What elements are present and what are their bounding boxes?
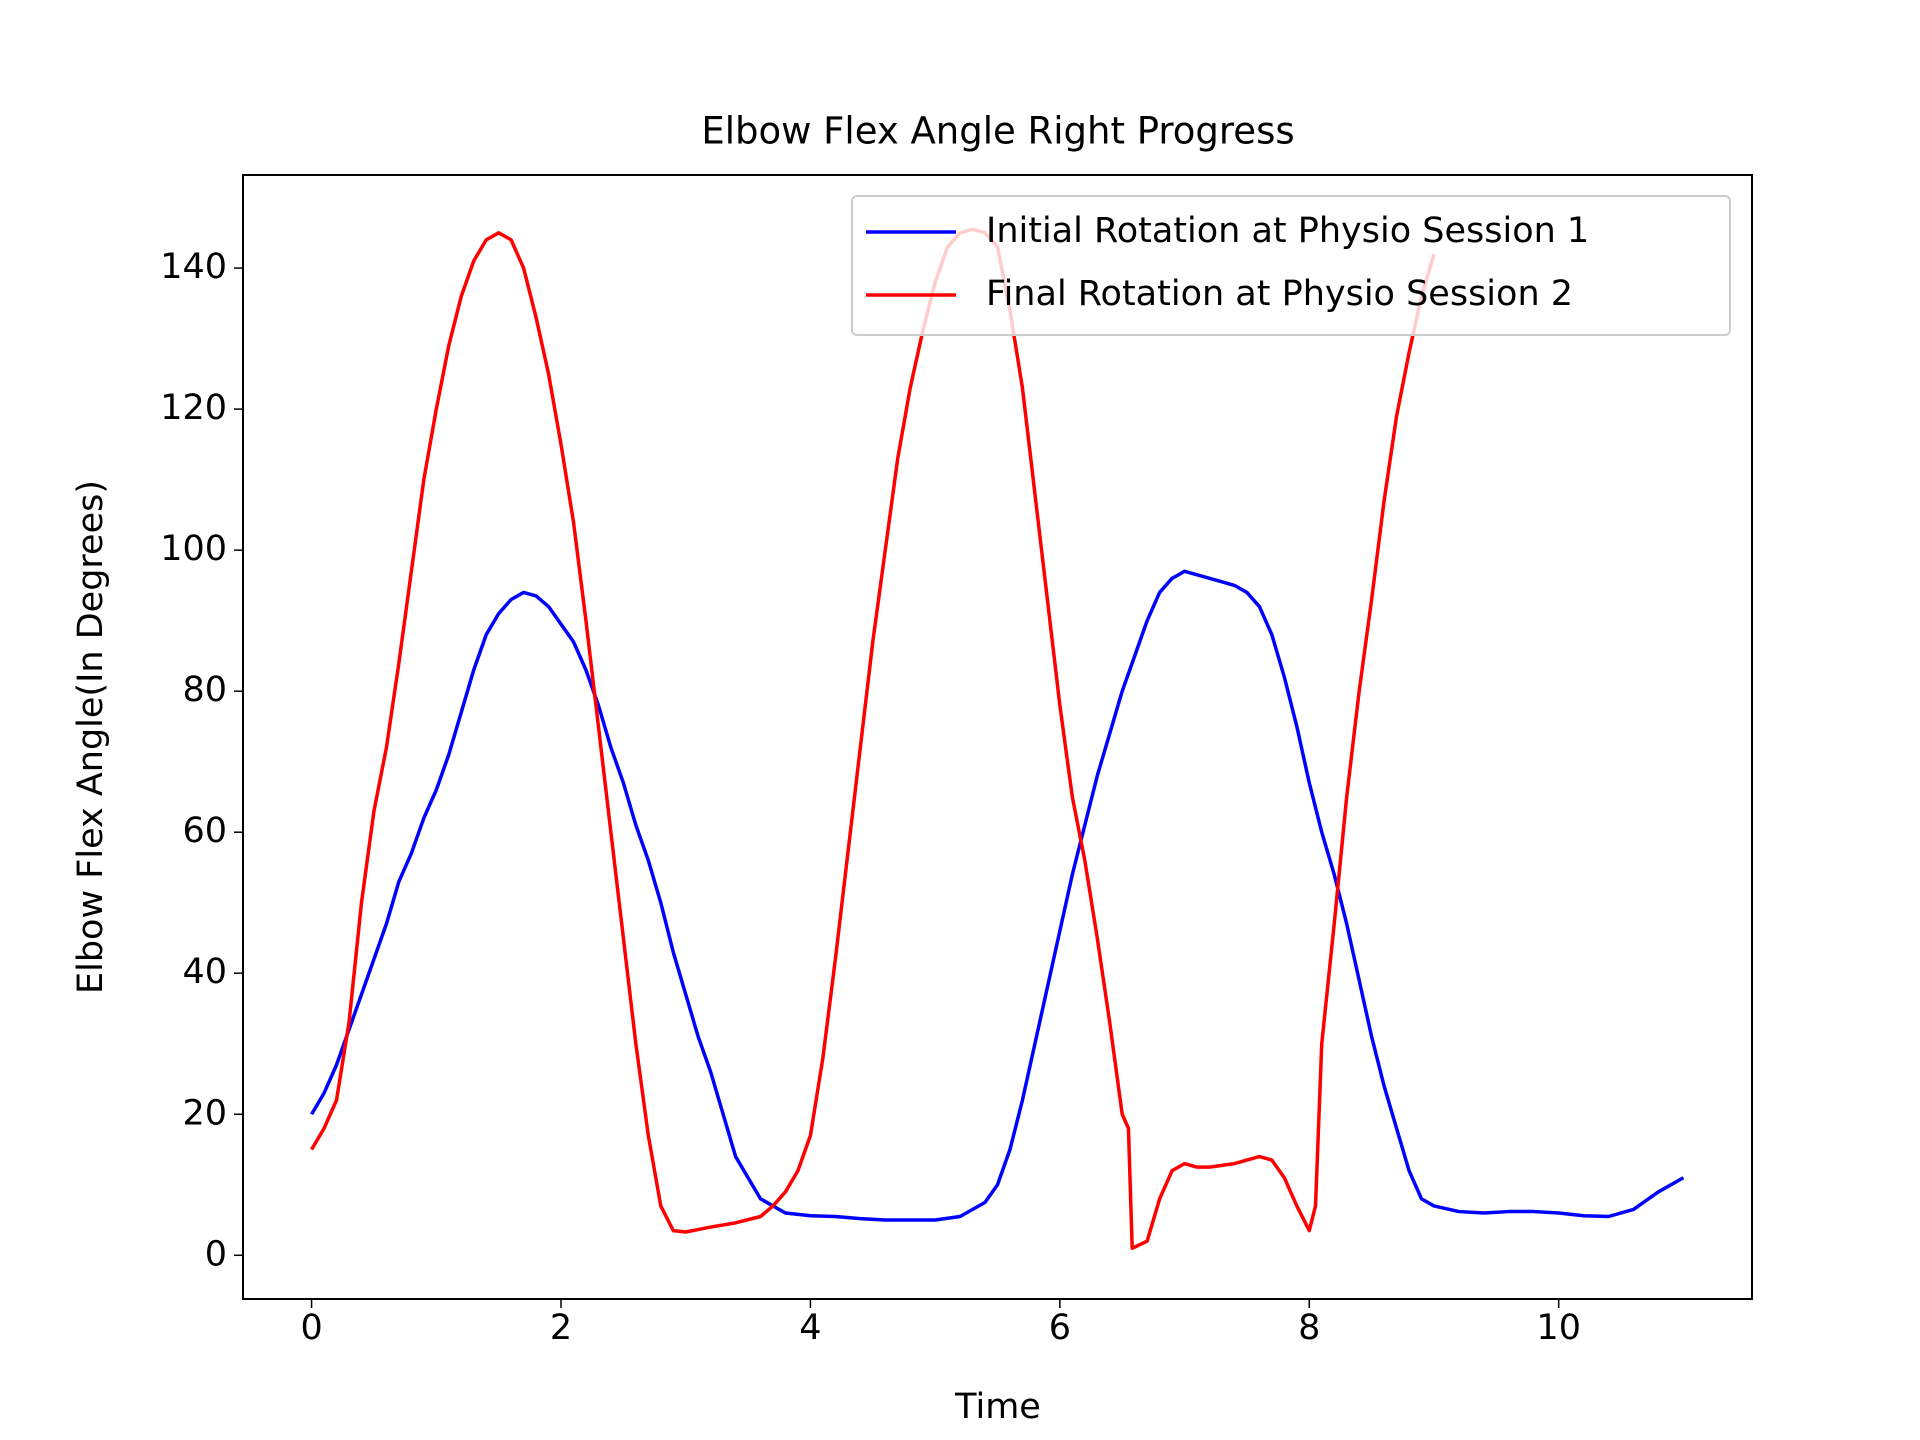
y-tick-label: 0 [205, 1234, 227, 1274]
legend-box [851, 195, 1731, 336]
y-tick-label: 80 [182, 670, 227, 710]
y-axis-label: Elbow Flex Angle(In Degrees) [71, 480, 111, 994]
legend-label: Initial Rotation at Physio Session 1 [986, 211, 1589, 251]
series-line [310, 569, 1685, 1222]
chart-title: Elbow Flex Angle Right Progress [701, 110, 1294, 153]
x-tick-label: 0 [300, 1308, 322, 1348]
x-tick-label: 10 [1536, 1308, 1581, 1348]
y-tick-label: 40 [182, 952, 227, 992]
y-tick-label: 140 [160, 247, 227, 287]
plot-frame [242, 174, 1753, 1300]
x-tick-label: 8 [1298, 1308, 1320, 1348]
y-tick-label: 20 [182, 1093, 227, 1133]
x-tick-label: 4 [799, 1308, 821, 1348]
x-tick-label: 6 [1049, 1308, 1071, 1348]
y-tick-label: 120 [160, 388, 227, 428]
y-tick-label: 60 [182, 811, 227, 851]
y-tick-label: 100 [160, 529, 227, 569]
legend-label: Final Rotation at Physio Session 2 [986, 274, 1573, 314]
x-axis-label: Time [954, 1387, 1041, 1427]
x-tick-label: 2 [550, 1308, 572, 1348]
series-line [310, 227, 1436, 1250]
